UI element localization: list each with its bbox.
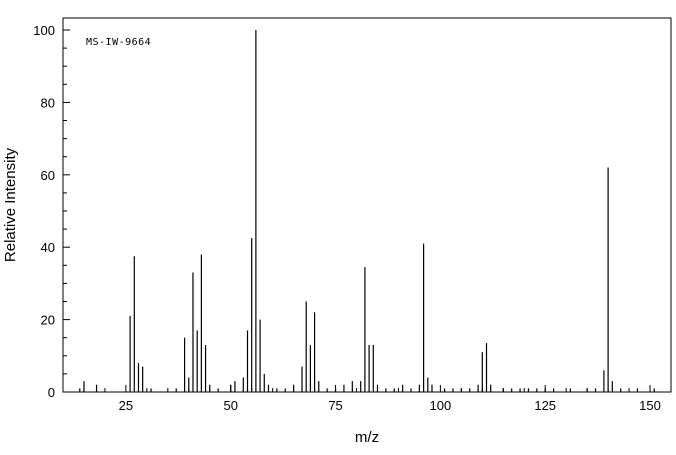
plot-frame	[62, 17, 672, 393]
spectrum-id-label: MS-IW-9664	[86, 37, 151, 48]
x-tick-label: 25	[119, 398, 133, 413]
y-axis-title: Relative Intensity	[2, 147, 19, 262]
x-tick-label: 75	[328, 398, 342, 413]
y-tick-label: 100	[33, 23, 55, 38]
chart-layer: 0 20 40 60 80 100 25 50 75 100 125 150	[33, 17, 672, 413]
y-tick-label: 60	[41, 168, 55, 183]
x-axis-title: m/z	[355, 429, 379, 446]
y-tick-label: 40	[41, 240, 55, 255]
x-tick-label: 125	[534, 398, 556, 413]
y-tick-label: 80	[41, 95, 55, 110]
y-tick-label: 20	[41, 313, 55, 328]
x-tick-label: 150	[639, 398, 661, 413]
y-tick-label: 0	[48, 385, 55, 400]
x-tick-label: 100	[430, 398, 452, 413]
x-tick-label: 50	[223, 398, 237, 413]
